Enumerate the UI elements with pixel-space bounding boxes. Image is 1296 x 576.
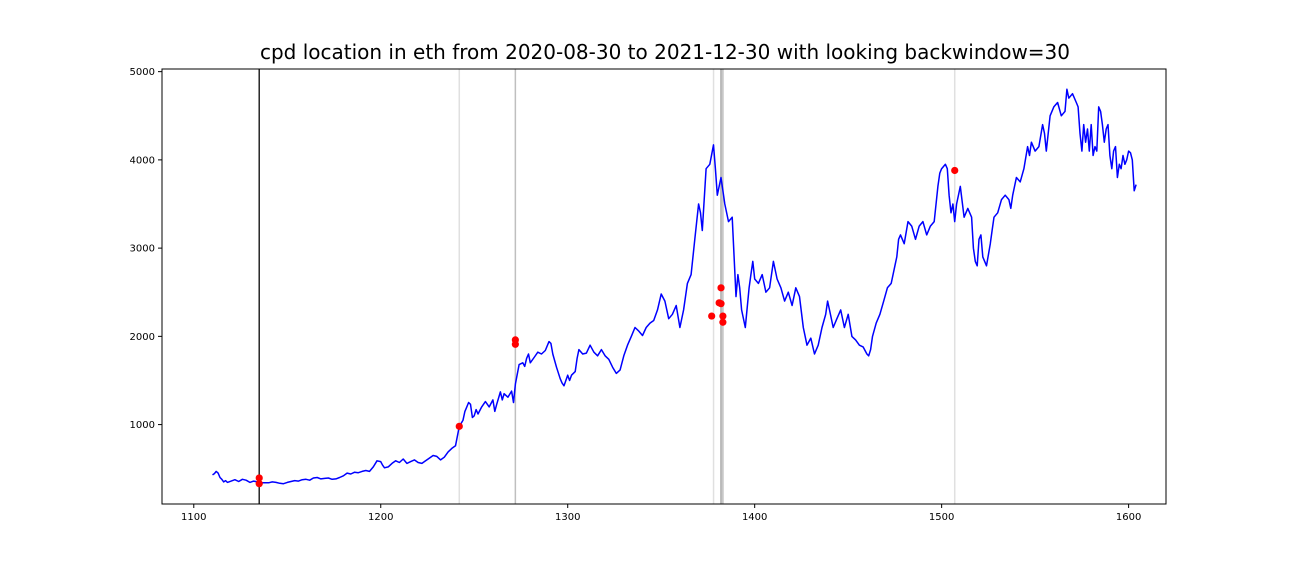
changepoint-lines xyxy=(258,69,956,504)
changepoint-marker xyxy=(511,336,519,344)
changepoint-marker xyxy=(255,474,263,482)
changepoint-marker xyxy=(717,300,725,308)
changepoint-marker xyxy=(719,312,727,320)
y-tick-label: 5000 xyxy=(130,67,155,78)
y-axis: 1000 2000 3000 4000 5000 xyxy=(130,67,162,431)
series-line xyxy=(212,88,1137,485)
y-tick-label: 1000 xyxy=(130,420,155,431)
changepoint-marker xyxy=(255,480,263,488)
x-tick-label: 1300 xyxy=(555,512,580,523)
x-tick-label: 1500 xyxy=(929,512,954,523)
changepoint-marker xyxy=(708,312,716,320)
changepoint-marker xyxy=(951,166,959,175)
y-tick-label: 2000 xyxy=(130,332,155,343)
plot-area-frame xyxy=(161,68,1167,505)
chart-title: cpd location in eth from 2020-08-30 to 2… xyxy=(259,40,1071,64)
x-axis: 1100 1200 1300 1400 1500 1600 xyxy=(181,504,1141,523)
x-tick-label: 1100 xyxy=(181,512,206,523)
changepoint-marker xyxy=(717,284,725,292)
x-tick-label: 1400 xyxy=(742,512,767,523)
changepoint-marker xyxy=(719,318,727,326)
changepoint-marker xyxy=(455,422,463,430)
x-tick-label: 1200 xyxy=(368,512,393,523)
y-tick-label: 3000 xyxy=(130,244,155,255)
changepoint-markers xyxy=(255,166,959,488)
x-tick-label: 1600 xyxy=(1116,512,1141,523)
y-tick-label: 4000 xyxy=(130,155,155,166)
series-layer xyxy=(212,88,1137,485)
